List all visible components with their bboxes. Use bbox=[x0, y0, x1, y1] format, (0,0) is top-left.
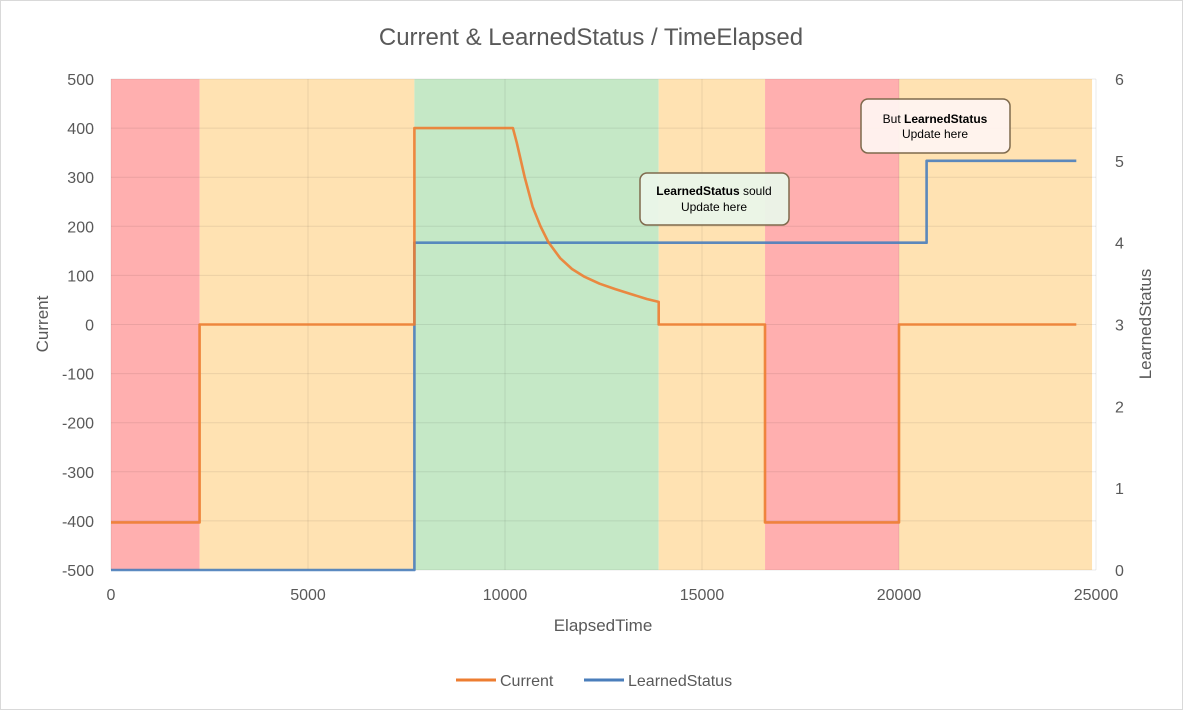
callout-line-2: Update here bbox=[902, 127, 968, 141]
y2-axis-title: LearnedStatus bbox=[1136, 269, 1155, 380]
callout-text: sould bbox=[740, 184, 772, 198]
y2-tick-labels: 6 5 4 3 2 1 0 bbox=[1115, 72, 1124, 580]
x-tick-labels: 0 5000 10000 15000 20000 25000 bbox=[107, 587, 1119, 604]
y2-tick-label: 5 bbox=[1115, 154, 1124, 171]
callout-but-learnedstatus-update: But LearnedStatus Update here bbox=[860, 98, 1011, 154]
y-tick-label: 0 bbox=[85, 318, 94, 335]
y-tick-label: -100 bbox=[62, 367, 94, 384]
y-axis-title: Current bbox=[33, 295, 52, 352]
series-lines bbox=[111, 126, 1077, 572]
x-tick-label: 5000 bbox=[290, 587, 326, 604]
callout-line-1: LearnedStatus sould bbox=[656, 184, 771, 198]
y2-tick-label: 3 bbox=[1115, 318, 1124, 335]
legend-label-learnedstatus: LearnedStatus bbox=[628, 673, 732, 690]
chart-title: Current & LearnedStatus / TimeElapsed bbox=[379, 24, 803, 51]
y-tick-label: 100 bbox=[67, 268, 94, 285]
band-0 bbox=[111, 79, 200, 570]
callout-line-2: Update here bbox=[681, 200, 747, 214]
x-tick-label: 10000 bbox=[483, 587, 528, 604]
callout-learnedstatus-should-update: LearnedStatus sould Update here bbox=[639, 172, 790, 226]
legend: Current LearnedStatus bbox=[456, 673, 732, 690]
y-tick-label: -400 bbox=[62, 514, 94, 531]
series-line-current bbox=[111, 126, 1077, 524]
x-tick-label: 0 bbox=[107, 587, 116, 604]
y2-tick-label: 4 bbox=[1115, 236, 1124, 253]
y2-tick-label: 6 bbox=[1115, 72, 1124, 89]
x-tick-label: 15000 bbox=[680, 587, 725, 604]
y-tick-label: 300 bbox=[67, 170, 94, 187]
callout-box bbox=[639, 172, 790, 226]
y-tick-label: 400 bbox=[67, 121, 94, 138]
y-tick-label: 500 bbox=[67, 72, 94, 89]
series-line-learnedstatus bbox=[111, 159, 1077, 572]
y2-tick-label: 1 bbox=[1115, 481, 1124, 498]
x-axis-title: ElapsedTime bbox=[554, 616, 653, 635]
callout-bold-text: LearnedStatus bbox=[904, 112, 988, 126]
callout-prefix: But bbox=[883, 112, 904, 126]
y-tick-label: -200 bbox=[62, 416, 94, 433]
y-tick-labels: 500 400 300 200 100 0 -100 -200 -300 -400 -500 bbox=[62, 72, 94, 580]
legend-label-current: Current bbox=[500, 673, 554, 690]
y2-tick-label: 2 bbox=[1115, 399, 1124, 416]
y-tick-label: -300 bbox=[62, 465, 94, 482]
y2-tick-label: 0 bbox=[1115, 563, 1124, 580]
y-tick-label: 200 bbox=[67, 219, 94, 236]
band-4 bbox=[765, 79, 899, 570]
y-tick-label: -500 bbox=[62, 563, 94, 580]
x-tick-label: 20000 bbox=[877, 587, 922, 604]
callout-line-1: But LearnedStatus bbox=[883, 112, 988, 126]
callout-box bbox=[860, 98, 1011, 154]
x-tick-label: 25000 bbox=[1074, 587, 1119, 604]
band-2 bbox=[414, 79, 659, 570]
callout-bold-text: LearnedStatus bbox=[656, 184, 740, 198]
